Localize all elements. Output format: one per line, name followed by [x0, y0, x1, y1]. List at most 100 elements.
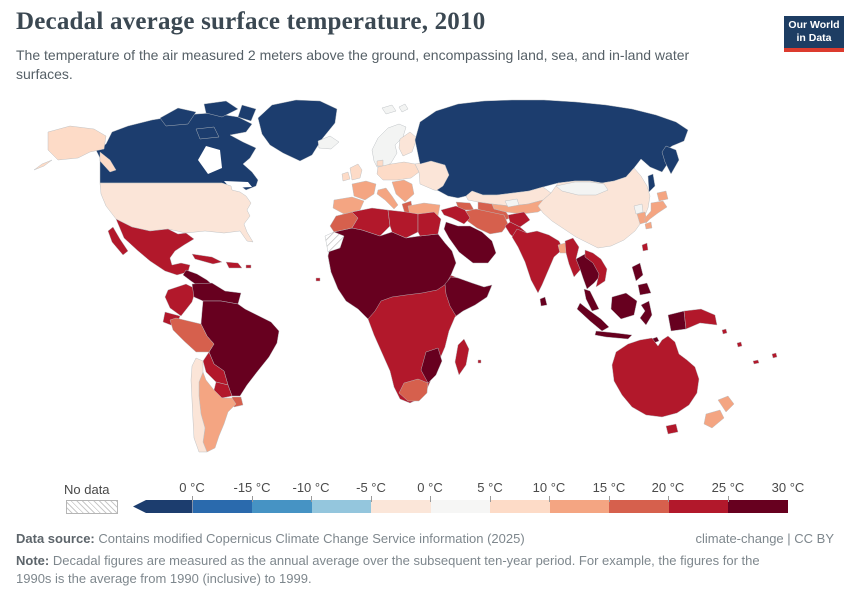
- region-alaska-panhandle[interactable]: [99, 151, 117, 173]
- region-horn-of-africa[interactable]: [444, 276, 493, 317]
- scale-segment-4[interactable]: [371, 500, 431, 513]
- region-mauritius[interactable]: [477, 359, 482, 364]
- region-japan-honshu[interactable]: [643, 200, 668, 224]
- scale-segment-9[interactable]: [668, 500, 729, 513]
- region-philippines-south[interactable]: [637, 282, 652, 296]
- scale-segment-3[interactable]: [311, 500, 372, 513]
- region-australia[interactable]: [611, 335, 700, 418]
- region-solomon-islands[interactable]: [721, 328, 728, 335]
- owid-logo-line2: in Data: [796, 31, 832, 44]
- region-canada-arctic-2[interactable]: [203, 100, 239, 118]
- scale-segment-6[interactable]: [490, 500, 550, 513]
- no-data-swatch[interactable]: [66, 500, 118, 514]
- region-new-zealand-south[interactable]: [703, 409, 725, 429]
- owid-logo[interactable]: Our World in Data: [784, 16, 844, 52]
- region-iraq-syria[interactable]: [440, 205, 471, 225]
- scale-label-0: 0 °C: [179, 480, 205, 495]
- region-sri-lanka[interactable]: [539, 296, 548, 307]
- region-kamchatka[interactable]: [661, 145, 680, 175]
- scale-segment-0[interactable]: [133, 500, 193, 513]
- region-russia[interactable]: [414, 99, 689, 199]
- region-central-europe[interactable]: [376, 161, 420, 181]
- region-baja-california[interactable]: [107, 226, 129, 256]
- region-madagascar[interactable]: [454, 338, 470, 376]
- scale-segment-5[interactable]: [430, 500, 491, 513]
- region-colombia[interactable]: [164, 283, 197, 317]
- world-map[interactable]: [0, 0, 850, 470]
- scale-label-10: 30 °C: [771, 480, 805, 495]
- region-new-caledonia[interactable]: [752, 359, 760, 365]
- region-svalbard-2[interactable]: [398, 103, 409, 113]
- scale-segment-7[interactable]: [549, 500, 610, 513]
- region-canada[interactable]: [95, 112, 259, 191]
- region-cuba[interactable]: [191, 253, 223, 265]
- region-iceland[interactable]: [317, 135, 340, 150]
- region-cape-verde[interactable]: [315, 277, 321, 282]
- region-paraguay[interactable]: [213, 381, 233, 399]
- attribution-link[interactable]: climate-change | CC BY: [695, 531, 835, 546]
- region-papua-new-guinea[interactable]: [683, 308, 718, 330]
- region-canada-arctic-4[interactable]: [195, 126, 220, 140]
- region-vanuatu[interactable]: [736, 341, 743, 348]
- region-arabian-peninsula[interactable]: [443, 221, 497, 264]
- region-west-papua[interactable]: [667, 310, 687, 332]
- region-malay-peninsula[interactable]: [583, 288, 600, 312]
- region-mexico[interactable]: [115, 218, 195, 276]
- region-new-zealand-north[interactable]: [717, 395, 735, 413]
- region-alaska[interactable]: [47, 125, 107, 161]
- region-algeria[interactable]: [351, 207, 391, 237]
- region-alaska-aleutians[interactable]: [33, 159, 53, 171]
- color-scale-bar: [133, 500, 789, 513]
- region-japan-kyushu[interactable]: [644, 221, 653, 230]
- note-label: Note:: [16, 553, 50, 568]
- region-borneo[interactable]: [610, 292, 638, 320]
- region-afghanistan[interactable]: [507, 211, 531, 228]
- region-canada-arctic-3[interactable]: [237, 104, 257, 122]
- region-iberia[interactable]: [332, 196, 365, 215]
- region-sahara-sahel[interactable]: [327, 227, 457, 320]
- region-peru[interactable]: [169, 317, 215, 353]
- region-italy[interactable]: [376, 187, 399, 210]
- region-india[interactable]: [511, 228, 564, 294]
- no-data-label: No data: [64, 482, 110, 497]
- region-south-africa[interactable]: [398, 378, 429, 402]
- region-sulawesi[interactable]: [639, 300, 653, 326]
- region-france[interactable]: [351, 180, 377, 201]
- map-legend: No data 0 °C -15 °C -10 °C -5 °C 0 °C 5 …: [0, 478, 850, 518]
- region-ireland[interactable]: [341, 171, 351, 182]
- region-mongolia[interactable]: [555, 181, 609, 196]
- region-svalbard-1[interactable]: [381, 104, 397, 115]
- region-tasmania[interactable]: [665, 423, 679, 435]
- scale-segment-2[interactable]: [252, 500, 312, 513]
- region-fiji[interactable]: [771, 352, 778, 359]
- region-libya[interactable]: [387, 209, 419, 239]
- region-hispaniola[interactable]: [225, 261, 243, 269]
- region-chile[interactable]: [190, 357, 208, 453]
- region-kyrgyzstan[interactable]: [504, 198, 520, 208]
- region-denmark[interactable]: [376, 159, 384, 167]
- region-sumatra[interactable]: [576, 302, 610, 332]
- region-canada-arctic-1[interactable]: [159, 107, 197, 127]
- region-puerto-rico[interactable]: [245, 264, 252, 269]
- region-egypt[interactable]: [417, 211, 442, 237]
- region-mozambique-zimbabwe[interactable]: [420, 347, 443, 384]
- scale-label-7: 15 °C: [592, 480, 626, 495]
- region-greenland[interactable]: [257, 99, 338, 162]
- region-vietnam[interactable]: [584, 249, 608, 288]
- region-north-korea[interactable]: [633, 203, 644, 215]
- region-finland[interactable]: [398, 131, 418, 157]
- scale-segment-8[interactable]: [609, 500, 669, 513]
- region-java[interactable]: [594, 330, 633, 340]
- region-brazil[interactable]: [200, 300, 280, 397]
- region-sakhalin[interactable]: [647, 173, 656, 193]
- region-western-sahara-no-data[interactable]: [324, 231, 345, 253]
- scale-label-3: -5 °C: [356, 480, 386, 495]
- region-taiwan[interactable]: [641, 242, 649, 252]
- region-japan-hokkaido[interactable]: [656, 190, 669, 202]
- region-balkans[interactable]: [391, 179, 415, 203]
- scale-segment-1[interactable]: [192, 500, 253, 513]
- region-uk[interactable]: [349, 163, 363, 181]
- scale-segment-10[interactable]: [728, 500, 789, 513]
- region-iran[interactable]: [461, 208, 509, 235]
- region-philippines-luzon[interactable]: [631, 262, 644, 282]
